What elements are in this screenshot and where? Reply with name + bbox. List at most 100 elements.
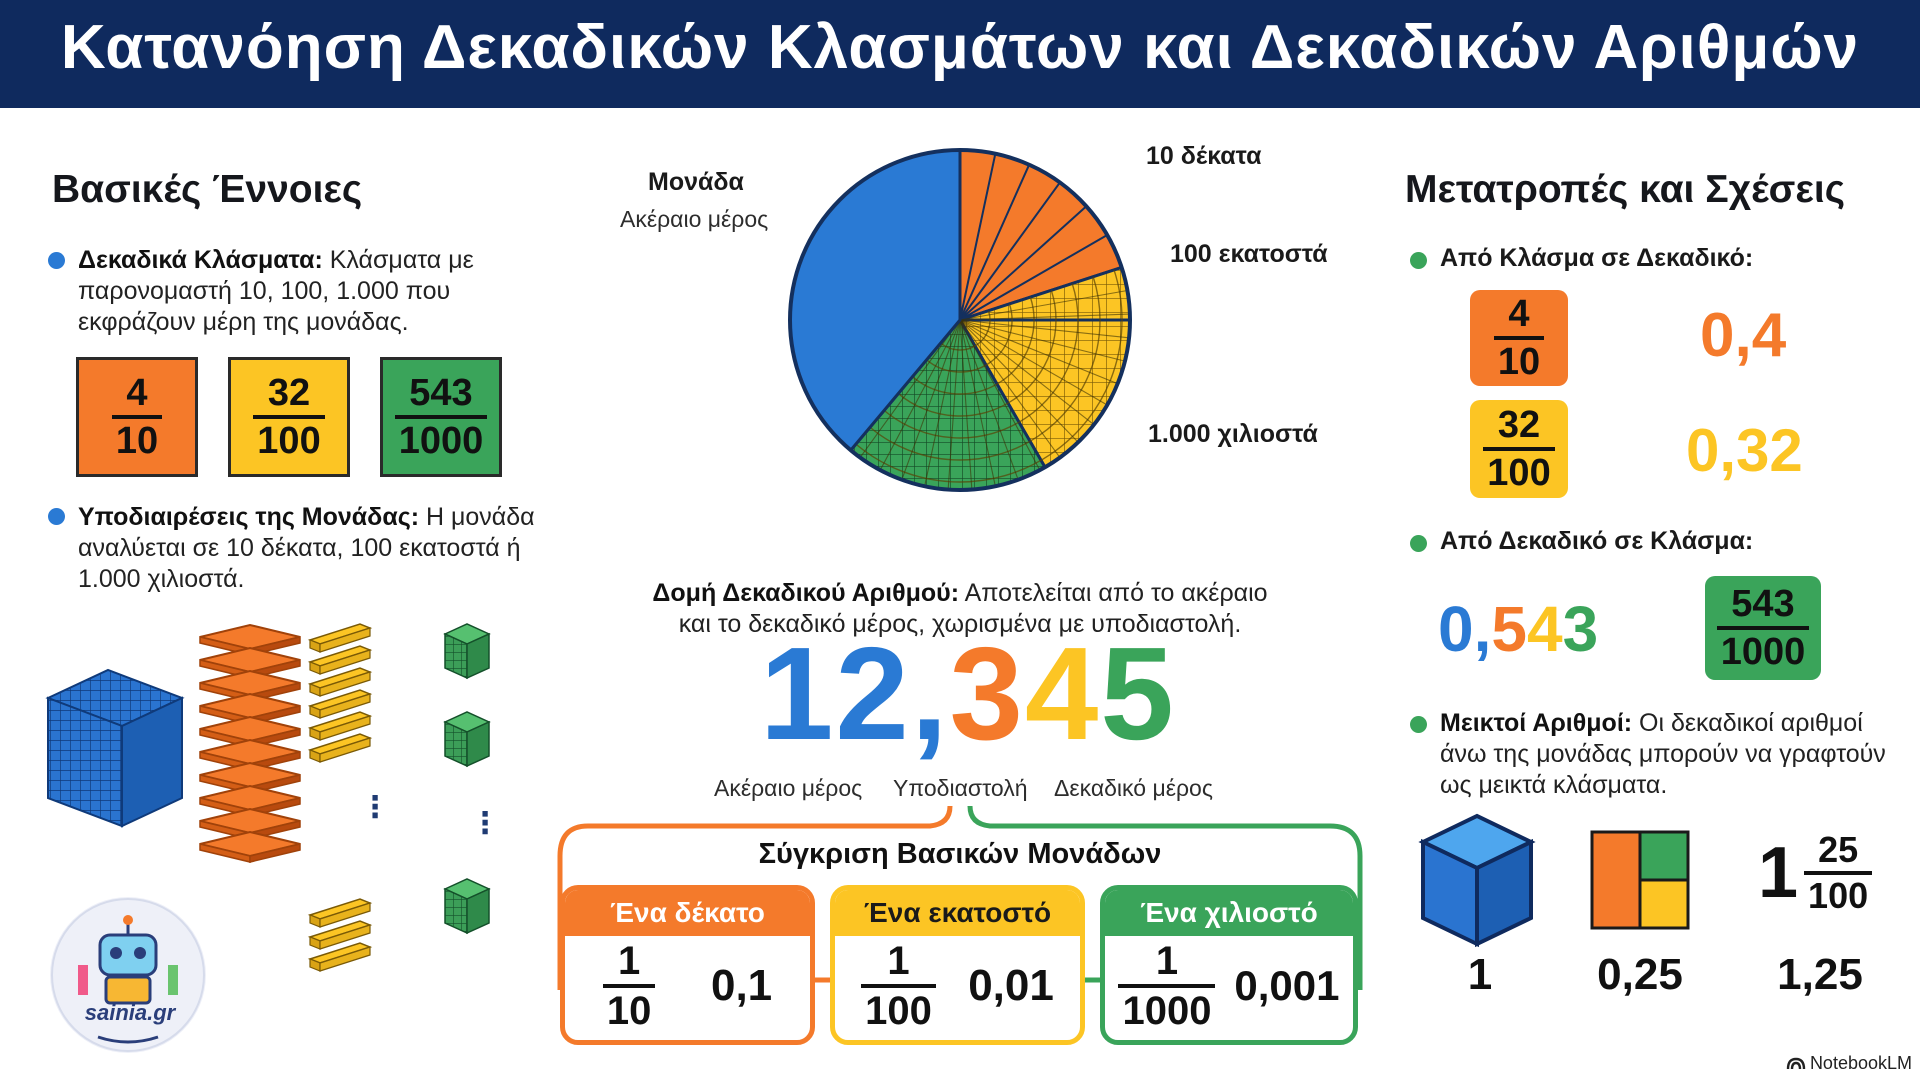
hundredth-rod-side: [319, 693, 371, 719]
structure-desc: Αποτελείται από το ακέραιο και το δεκαδι…: [678, 579, 1268, 638]
bullet-text: Οι δεκαδικοί αριθμοί άνω της μονάδας μπο…: [1440, 709, 1886, 799]
tenths-divider: [959, 181, 1061, 321]
grid-spoke: [959, 319, 1061, 458]
compare-decimal-value: 0,01: [968, 961, 1054, 1010]
unit-pie-chart: [788, 148, 1132, 492]
decimal-structure-text: Δομή Δεκαδικού Αριθμού: Αποτελείται από …: [640, 578, 1280, 640]
compare-card-thousandth: Ένα χιλιοστό 1 1000 0,001: [1100, 885, 1358, 1045]
bullet-dot: [48, 508, 65, 525]
grid-ring: [855, 269, 1123, 483]
numerator: 32: [1497, 404, 1541, 446]
numerator: 543: [1731, 583, 1795, 625]
bullet-decimal-fractions: Δεκαδικά Κλάσματα: Κλάσματα με παρονομασ…: [78, 245, 518, 338]
grid-ring: [869, 276, 1101, 461]
hundredths-digit: 4: [1024, 620, 1101, 767]
denominator: 100: [861, 984, 936, 1031]
grid-spoke: [959, 319, 1019, 480]
integer-part: 0: [1438, 593, 1474, 665]
hundredth-rod-side: [319, 671, 371, 697]
grid-spoke: [924, 319, 961, 487]
fraction-tile: 543 1000: [380, 357, 502, 477]
integer-part-label: Ακέραιο μέρος: [714, 775, 863, 801]
grid-spoke: [959, 319, 1041, 471]
compare-card-hundredth: Ένα εκατοστό 1 100 0,01: [830, 885, 1085, 1045]
fraction-tile: 4 10: [1470, 290, 1568, 386]
bullet-term: Δεκαδικά Κλάσματα:: [78, 246, 323, 274]
grid-spoke: [959, 319, 1079, 443]
numerator: 4: [1508, 293, 1530, 335]
hundredth-rod-side: [319, 946, 371, 972]
compare-card-label: Ένα χιλιοστό: [1105, 890, 1353, 936]
bullet-dot: [1410, 535, 1427, 552]
denominator: 100: [253, 415, 325, 460]
hundredth-rod-side: [319, 737, 371, 763]
section-heading-basics: Βασικές Έννοιες: [52, 168, 363, 211]
grid-spoke: [901, 319, 961, 480]
denominator: 1000: [394, 415, 488, 460]
fraction-tile: 543 1000: [1705, 576, 1821, 680]
compare-decimal-value: 0,001: [1234, 962, 1340, 1009]
hundredth-rod-side: [319, 924, 371, 950]
decimal-comma: ,: [910, 620, 950, 767]
numerator: 1: [1155, 939, 1179, 983]
grid-ring: [940, 310, 991, 351]
decimal-number-0543: 0,543: [1438, 592, 1598, 666]
fraction-tile: 32 100: [228, 357, 350, 477]
numerator: 1: [887, 939, 910, 983]
numerator: 32: [267, 372, 311, 414]
value-one: 1: [1467, 950, 1493, 999]
mixed-whole: 1: [1758, 833, 1799, 913]
integer-part: 12: [760, 620, 911, 767]
compare-card-label: Ένα εκατοστό: [835, 890, 1080, 936]
sainia-logo: [50, 897, 206, 1053]
hundredth-rod-side: [319, 627, 371, 653]
numerator: 543: [409, 372, 473, 414]
denominator: 10: [111, 415, 163, 460]
grid-spoke: [879, 319, 961, 471]
bullet-dot: [1410, 252, 1427, 269]
hundredth-rod-side: [319, 715, 371, 741]
grid-ring: [911, 296, 1035, 395]
subheading-fraction-to-decimal: Από Κλάσμα σε Δεκαδικό:: [1440, 244, 1754, 272]
subheading-decimal-to-fraction: Από Δεκαδικό σε Κλάσμα:: [1440, 527, 1754, 555]
hundredths-digit: 4: [1526, 593, 1563, 665]
ellipsis-dots: ⋮: [470, 807, 500, 840]
grid-ring: [883, 283, 1079, 439]
grid-spoke: [959, 319, 1126, 362]
hundredth-rod-side: [319, 649, 371, 675]
decimal-result: 0,4: [1700, 301, 1787, 370]
tenths-divider: [959, 234, 1108, 321]
mixed-number: 1 25 100: [1758, 832, 1873, 914]
denominator: 10: [1493, 336, 1545, 381]
compare-card-tenth: Ένα δέκατο 1 10 0,1: [560, 885, 815, 1045]
bullet-term: Μεικτοί Αριθμοί:: [1440, 709, 1633, 737]
whole-cube-icon: [1418, 813, 1536, 948]
tenths-divider: [959, 205, 1088, 321]
thousandths-digit: 5: [1100, 620, 1176, 767]
grid-spoke: [959, 289, 1128, 321]
grid-spoke: [959, 319, 973, 490]
ellipsis-dots: ⋮: [360, 791, 390, 824]
hundredth-rods-icon: [307, 623, 373, 972]
denominator: 10: [602, 984, 656, 1031]
numerator: 4: [126, 372, 148, 414]
comparison-title: Σύγκριση Βασικών Μονάδων: [758, 838, 1162, 870]
decimal-result: 0,32: [1686, 417, 1803, 484]
fraction-tile: 4 10: [76, 357, 198, 477]
grid-spoke: [959, 319, 1108, 406]
tenth-flats-icon: [199, 623, 301, 863]
bullet-dot: [48, 252, 65, 269]
bullet-dot: [1410, 716, 1427, 733]
hundredth-rod-side: [319, 902, 371, 928]
value-quarter: 0,25: [1597, 950, 1683, 999]
section-heading-conversions: Μετατροπές και Σχέσεις: [1405, 168, 1845, 211]
grid-spoke: [959, 319, 1118, 385]
grid-spoke: [959, 319, 1095, 426]
unit-cube-icon: [45, 668, 185, 828]
compare-card-label: Ένα δέκατο: [565, 890, 810, 936]
decimal-comma: ,: [1473, 593, 1492, 665]
bullet-text: Κλάσματα με παρονομαστή 10, 100, 1.000 π…: [78, 246, 474, 336]
thousandths-digit: 3: [1562, 593, 1599, 665]
compare-decimal-value: 0,1: [710, 961, 773, 1010]
grid-ring: [897, 290, 1057, 417]
